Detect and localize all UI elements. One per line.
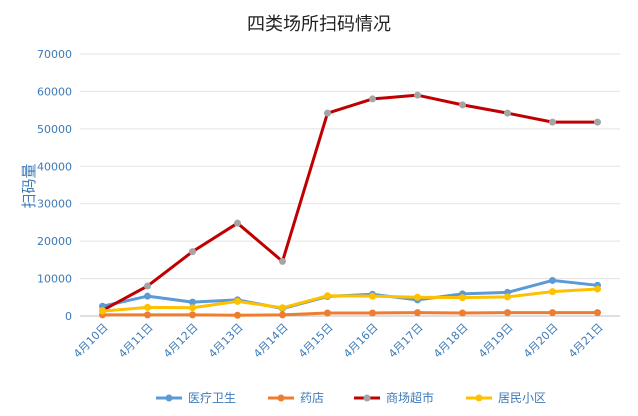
data-point xyxy=(369,309,376,317)
x-tick-label: 4月13日 xyxy=(206,321,246,361)
x-tick-label: 4月10日 xyxy=(71,321,111,361)
y-tick-label: 0 xyxy=(65,310,72,323)
gridlines xyxy=(80,53,620,317)
data-point xyxy=(324,292,331,300)
data-point xyxy=(234,311,241,319)
data-point xyxy=(594,118,601,126)
data-point xyxy=(189,304,196,312)
legend: 医疗卫生 药店 商场超市 居民小区 xyxy=(156,390,546,405)
data-point xyxy=(279,257,286,265)
legend-marker xyxy=(363,394,371,402)
data-point xyxy=(189,248,196,256)
x-tick-label: 4月15日 xyxy=(296,321,336,361)
data-point xyxy=(234,297,241,305)
legend-item: 药店 xyxy=(268,391,324,405)
y-tick-labels: 0 10000 20000 30000 40000 50000 60000 70000 xyxy=(37,48,72,323)
data-point xyxy=(504,309,511,317)
data-point xyxy=(324,109,331,117)
data-point xyxy=(459,294,466,302)
x-tick-label: 4月16日 xyxy=(341,321,381,361)
legend-label: 药店 xyxy=(300,391,324,405)
data-point xyxy=(549,309,556,317)
data-point xyxy=(234,219,241,227)
x-tick-label: 4月19日 xyxy=(476,321,516,361)
legend-label: 商场超市 xyxy=(386,390,434,405)
data-point xyxy=(504,293,511,301)
data-point xyxy=(459,101,466,109)
series-line xyxy=(102,287,598,313)
legend-label: 居民小区 xyxy=(498,391,546,405)
data-point xyxy=(99,307,106,315)
legend-item: 商场超市 xyxy=(354,390,434,405)
y-tick-label: 10000 xyxy=(37,273,72,286)
data-point xyxy=(324,309,331,317)
data-point xyxy=(549,118,556,126)
data-point xyxy=(594,285,601,293)
data-point xyxy=(279,311,286,319)
chart-title: 四类场所扫码情况 xyxy=(247,14,391,35)
series-line xyxy=(102,311,598,317)
y-tick-label: 20000 xyxy=(37,235,72,248)
data-point xyxy=(414,91,421,99)
y-tick-label: 40000 xyxy=(37,160,72,173)
legend-item: 医疗卫生 xyxy=(156,391,236,405)
data-point xyxy=(279,304,286,312)
data-point xyxy=(369,292,376,300)
legend-item: 居民小区 xyxy=(466,391,546,405)
y-tick-label: 50000 xyxy=(37,123,72,136)
data-point xyxy=(549,288,556,296)
data-point xyxy=(369,95,376,103)
y-tick-label: 70000 xyxy=(37,48,72,61)
x-tick-label: 4月14日 xyxy=(251,321,291,361)
x-tick-label: 4月20日 xyxy=(521,321,561,361)
data-point xyxy=(504,109,511,117)
data-point xyxy=(144,282,151,290)
data-point xyxy=(459,309,466,317)
x-tick-label: 4月12日 xyxy=(161,321,201,361)
data-point xyxy=(144,292,151,300)
data-point xyxy=(414,293,421,301)
x-tick-label: 4月18日 xyxy=(431,321,471,361)
legend-marker xyxy=(475,394,483,402)
data-point xyxy=(144,303,151,311)
legend-label: 医疗卫生 xyxy=(188,391,236,405)
legend-marker xyxy=(277,394,285,402)
data-point xyxy=(144,311,151,319)
x-tick-labels: 4月10日 4月11日 4月12日 4月13日 4月14日 4月15日 4月16日 4月17日… xyxy=(71,321,606,361)
data-point xyxy=(414,309,421,317)
data-point xyxy=(189,298,196,306)
series-lines xyxy=(99,91,601,319)
y-tick-label: 60000 xyxy=(37,85,72,98)
legend-marker xyxy=(165,394,173,402)
data-point xyxy=(549,276,556,284)
data-point xyxy=(189,311,196,319)
series-line xyxy=(101,93,598,312)
x-tick-label: 4月11日 xyxy=(116,321,156,361)
data-point xyxy=(594,309,601,317)
y-axis-label: 扫码量 xyxy=(20,163,38,208)
x-tick-label: 4月17日 xyxy=(386,321,426,361)
x-tick-label: 4月21日 xyxy=(566,321,606,361)
y-tick-label: 30000 xyxy=(37,198,72,211)
